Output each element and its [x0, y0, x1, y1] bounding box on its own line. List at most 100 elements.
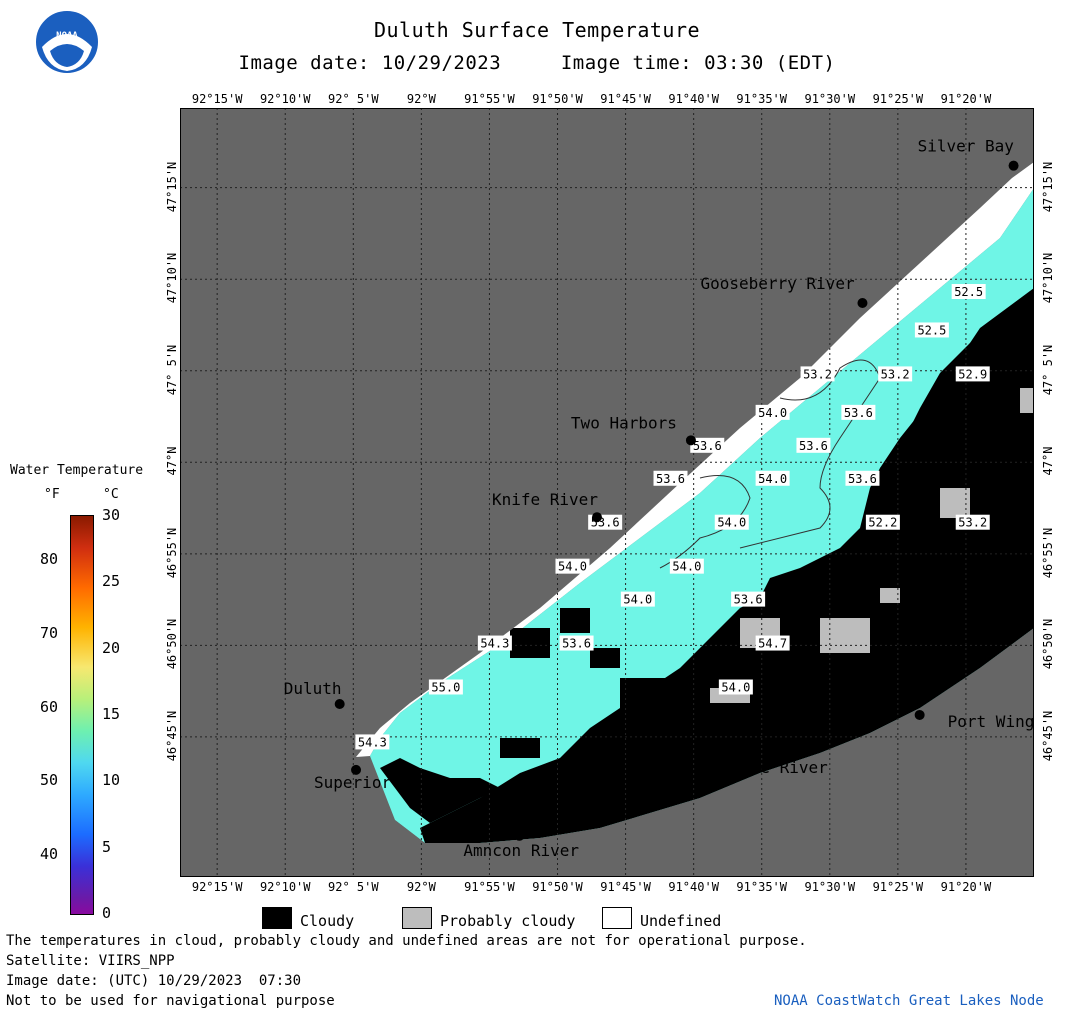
longitude-label: 91°40'W — [668, 880, 719, 894]
temperature-map: 52.5 52.5 52.9 53.2 53.2 54.0 53.6 53.6 53.6 53.6… — [180, 108, 1034, 877]
place-label: Silver Bay — [918, 137, 1015, 156]
place-marker — [591, 512, 602, 523]
longitude-label: 92°W — [406, 880, 436, 894]
longitude-label: 91°30'W — [804, 880, 856, 894]
temperature-value-text: 53.6 — [799, 439, 828, 453]
colorbar-tick-c: 15 — [102, 705, 121, 723]
colorbar-tick-c: 10 — [102, 771, 121, 790]
colorbar-tick-c: 25 — [102, 572, 121, 591]
temperature-value-text: 52.5 — [917, 323, 946, 337]
undefined-swatch — [602, 907, 632, 929]
temperature-value-text: 54.0 — [721, 680, 750, 694]
longitude-label: 91°35'W — [736, 880, 787, 894]
temperature-value-text: 53.6 — [848, 472, 877, 486]
colorbar-unit-c: °C — [103, 487, 119, 502]
temperature-value-text: 53.2 — [958, 516, 987, 530]
latitude-label: 47° 5'N — [1041, 344, 1055, 396]
undefined-label: Undefined — [640, 912, 722, 930]
temperature-value-text: 52.9 — [958, 367, 987, 381]
temperature-value: 54.0 — [669, 558, 704, 574]
place-marker — [1008, 160, 1019, 171]
colorbar — [70, 515, 94, 915]
noaa-logo-text: NOAA — [56, 31, 78, 41]
temperature-value-bg — [845, 470, 880, 486]
probably-cloudy-patch — [880, 588, 900, 603]
temperature-value: 53.6 — [731, 591, 766, 607]
probably-cloudy-patch — [940, 488, 970, 518]
temperature-value: 52.5 — [951, 284, 986, 300]
temperature-value: 54.7 — [755, 635, 790, 651]
probably-cloudy-patch — [1020, 388, 1034, 413]
place-label: Knife River — [492, 490, 598, 509]
temperature-value-text: 53.2 — [803, 367, 832, 381]
longitude-label: 91°20'W — [940, 880, 992, 894]
temperature-value-text: 54.0 — [672, 560, 701, 574]
place-label: Amncon River — [463, 841, 579, 860]
temperature-value-bg — [559, 635, 594, 651]
probably-cloudy-label: Probably cloudy — [440, 912, 576, 930]
temperature-value-bg — [755, 635, 790, 651]
footer-nav-warning: Not to be used for navigational purpose — [6, 993, 335, 1009]
place-markers: Silver Bay Gooseberry River Two Harbors Kni… — [284, 137, 1034, 860]
temperature-value-text: 54.0 — [623, 593, 652, 607]
page-title: Duluth Surface Temperature — [373, 18, 701, 42]
graticule — [180, 108, 1034, 877]
probably-cloudy-patch — [820, 618, 870, 653]
colorbar-unit-f: °F — [44, 487, 60, 502]
cloud-southwest — [380, 758, 500, 823]
colorbar-tick-f: 50 — [40, 771, 59, 790]
longitude-label: 91°20'W — [940, 92, 992, 106]
temperature-value-text: 53.6 — [844, 406, 873, 420]
cloud-patch — [590, 648, 620, 668]
longitude-label: 92°15'W — [191, 880, 243, 894]
place-label: Two Harbors — [571, 413, 677, 432]
longitude-label: 92°W — [406, 92, 436, 106]
temperature-value-text: 54.0 — [758, 472, 787, 486]
longitude-label: 92°15'W — [191, 92, 243, 106]
temperature-value-text: 54.3 — [358, 735, 387, 749]
place-marker — [685, 435, 696, 446]
temperature-value: 52.2 — [865, 514, 900, 530]
undefined-shore-strip — [356, 162, 1034, 757]
colorbar-tick-c: 30 — [102, 506, 121, 524]
latitude-label: 46°55'N — [1041, 527, 1055, 579]
footer-credit: NOAA CoastWatch Great Lakes Node — [774, 993, 1044, 1009]
probably-cloudy-swatch — [402, 907, 432, 929]
cloud-north — [880, 298, 1034, 473]
temperature-value-bg — [800, 366, 835, 382]
cloud-east — [420, 288, 1034, 843]
colorbar-tick-f: 60 — [40, 697, 59, 716]
temperature-value-text: 53.6 — [562, 637, 591, 651]
longitude-label: 92° 5'W — [328, 92, 379, 106]
longitude-label: 91°45'W — [600, 880, 651, 894]
latitude-label: 47° 5'N — [165, 344, 179, 396]
longitude-label: 91°40'W — [668, 92, 719, 106]
place-marker — [857, 297, 868, 308]
latitude-label: 46°50'N — [1041, 619, 1055, 670]
place-label: Brule River — [722, 758, 828, 777]
temperature-value-bg — [796, 437, 831, 453]
temperature-value-text: 54.7 — [758, 637, 787, 651]
temperature-value-bg — [951, 284, 986, 300]
temperature-value-text: 55.0 — [431, 680, 460, 694]
temperature-value-bg — [914, 322, 949, 338]
temperature-value-bg — [428, 679, 463, 695]
longitude-label: 91°25'W — [872, 880, 924, 894]
temperature-value-text: 53.6 — [693, 439, 722, 453]
temperature-value-bg — [718, 679, 753, 695]
longitude-label: 91°30'W — [804, 92, 856, 106]
place-label: Port Wing — [948, 712, 1034, 731]
temperature-value-bg — [355, 734, 390, 750]
place-marker — [334, 698, 345, 709]
temperature-value: 54.3 — [355, 734, 390, 750]
footer-note: The temperatures in cloud, probably clou… — [6, 933, 807, 949]
place-marker — [726, 742, 737, 753]
temperature-value: 53.2 — [878, 366, 913, 382]
cloud-patch — [620, 678, 670, 708]
temperature-value-bg — [477, 635, 512, 651]
temperature-value-bg — [690, 437, 725, 453]
place-label: Gooseberry River — [700, 274, 854, 293]
cloud-patch — [500, 738, 540, 758]
temperature-value-text: 53.6 — [734, 593, 763, 607]
temperature-value-text: 54.0 — [758, 406, 787, 420]
